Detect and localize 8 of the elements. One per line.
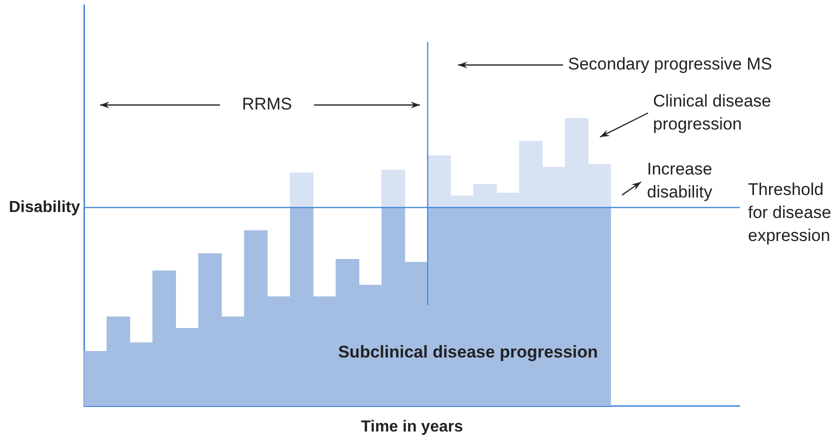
ref-line-label: Threshold for disease expression xyxy=(748,180,832,246)
x-axis-title: Time in years xyxy=(361,418,464,436)
text: RRMS xyxy=(242,94,292,114)
annotation: Subclinical disease progression xyxy=(338,342,598,362)
text: Secondary progressive MS xyxy=(568,54,772,74)
text: Increase disability xyxy=(647,160,713,202)
text: Clinical disease progression xyxy=(653,92,772,134)
y-axis-title: Disability xyxy=(8,198,80,216)
